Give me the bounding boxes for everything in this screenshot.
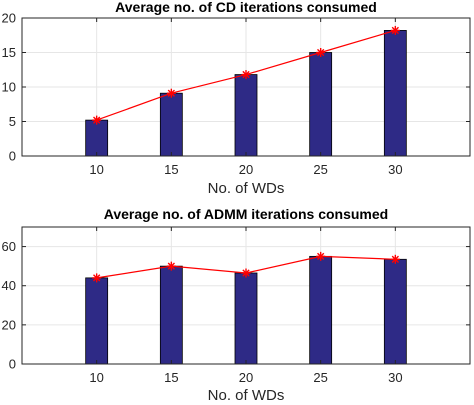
bar: [309, 52, 333, 157]
x-tick-label: 30: [388, 370, 402, 385]
y-tick-label: 0: [9, 149, 16, 164]
data-point-marker: [166, 88, 176, 98]
bar: [309, 255, 333, 365]
data-point-marker: [92, 273, 102, 283]
x-tick-label: 10: [89, 162, 103, 177]
data-point-marker: [241, 268, 251, 278]
bar: [383, 30, 407, 157]
bar: [159, 92, 183, 157]
y-tick-label: 10: [2, 80, 16, 95]
data-point-marker: [241, 70, 251, 80]
data-point-marker: [390, 25, 400, 35]
bar: [85, 119, 109, 157]
x-tick-label: 10: [89, 370, 103, 385]
bar: [234, 74, 258, 157]
x-axis-label: No. of WDs: [208, 180, 285, 197]
bar: [234, 272, 258, 365]
bar: [159, 265, 183, 365]
x-axis-label: No. of WDs: [208, 387, 285, 404]
x-tick-label: 15: [164, 370, 178, 385]
y-tick-label: 40: [2, 278, 16, 293]
y-tick-label: 5: [9, 114, 16, 129]
bar: [383, 258, 407, 365]
data-point-marker: [166, 261, 176, 271]
y-tick-label: 15: [2, 45, 16, 60]
data-point-marker: [316, 48, 326, 57]
chart-title: Average no. of ADMM iterations consumed: [104, 206, 388, 222]
y-tick-label: 20: [2, 11, 16, 26]
data-point-marker: [316, 251, 326, 261]
x-tick-label: 25: [313, 370, 327, 385]
chart-admm-iterations: Average no. of ADMM iterations consumed …: [2, 206, 471, 404]
bar: [85, 277, 109, 365]
x-tick-label: 20: [239, 162, 253, 177]
x-tick-label: 25: [313, 162, 327, 177]
chart-cd-iterations: Average no. of CD iterations consumed 10…: [2, 0, 471, 197]
chart-title: Average no. of CD iterations consumed: [115, 0, 377, 15]
x-tick-label: 30: [388, 162, 402, 177]
y-tick-label: 20: [2, 317, 16, 332]
y-tick-label: 0: [9, 357, 16, 372]
data-point-marker: [390, 254, 400, 264]
x-tick-label: 20: [239, 370, 253, 385]
y-tick-label: 60: [2, 239, 16, 254]
x-tick-label: 15: [164, 162, 178, 177]
data-point-marker: [92, 115, 102, 125]
